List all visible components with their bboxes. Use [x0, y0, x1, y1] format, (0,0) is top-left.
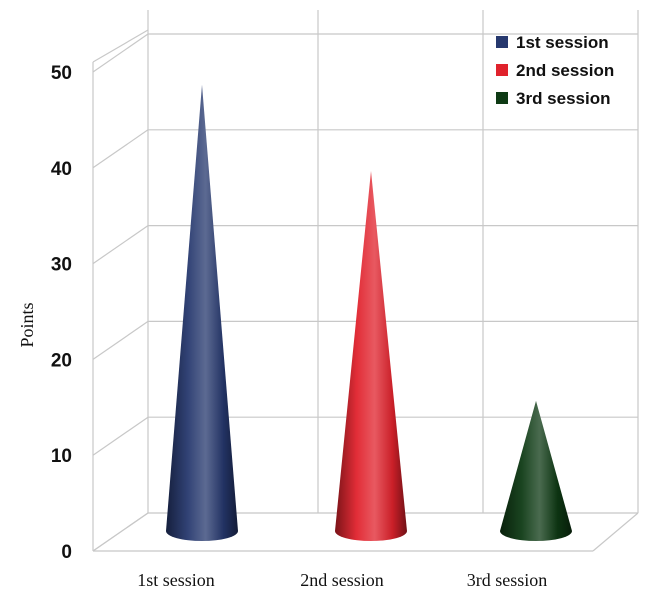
legend-swatch — [496, 92, 508, 104]
cone-1 — [166, 84, 238, 542]
legend-swatch — [496, 64, 508, 76]
y-tick-label: 40 — [51, 159, 72, 180]
cone-body — [500, 400, 572, 541]
gridline-side — [92, 512, 149, 552]
y-tick-label: 20 — [51, 350, 72, 371]
cones — [166, 84, 572, 542]
legend-label: 3rd session — [516, 89, 611, 108]
gridline-side — [92, 225, 149, 265]
floor-right-edge — [592, 512, 639, 552]
y-axis-title: Points — [17, 302, 37, 347]
x-tick-label: 2nd session — [300, 570, 384, 590]
x-tick-label: 1st session — [137, 570, 215, 590]
cone-3 — [500, 400, 572, 541]
gridline-side — [92, 129, 149, 169]
cone-2 — [335, 170, 407, 541]
legend: 1st session 2nd session 3rd session — [496, 33, 614, 108]
left-wall-top-edge — [92, 29, 149, 63]
y-axis-ticks: 0 10 20 30 40 50 — [51, 63, 72, 563]
y-tick-label: 0 — [61, 542, 72, 563]
legend-swatch — [496, 36, 508, 48]
cone-body — [335, 170, 407, 541]
legend-label: 2nd session — [516, 61, 614, 80]
y-tick-label: 30 — [51, 255, 72, 276]
chart-walls — [92, 10, 639, 552]
gridline-side — [92, 416, 149, 456]
y-tick-label: 10 — [51, 446, 72, 467]
legend-label: 1st session — [516, 33, 609, 52]
gridline-side — [92, 320, 149, 360]
cone-body — [166, 84, 238, 542]
gridline-side — [92, 33, 149, 73]
x-axis-labels: 1st session 2nd session 3rd session — [137, 570, 547, 590]
y-tick-label: 50 — [51, 63, 72, 84]
x-tick-label: 3rd session — [467, 570, 548, 590]
